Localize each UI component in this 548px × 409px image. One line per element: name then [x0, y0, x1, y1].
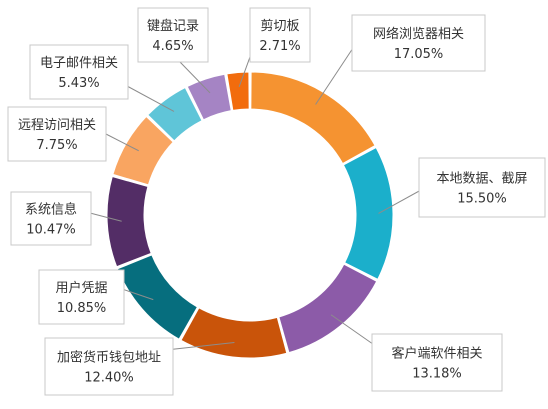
donut-slice-1: [250, 71, 376, 165]
percent-label-4: 12.40%: [84, 371, 134, 386]
percent-label-7: 7.75%: [36, 138, 77, 153]
data-label-box-5: [38, 269, 125, 325]
data-label-box-4: [44, 337, 174, 396]
percent-label-1: 17.05%: [394, 47, 444, 62]
category-label-3: 客户端软件相关: [391, 346, 482, 362]
leader-line-6: [89, 212, 122, 222]
category-label-1: 网络浏览器相关: [373, 26, 464, 42]
category-label-4: 加密货币钱包地址: [57, 350, 161, 366]
category-label-6: 系统信息: [25, 202, 77, 218]
data-label-box-8: [29, 44, 129, 100]
data-label-3: 客户端软件相关 13.18%: [371, 333, 503, 392]
slices-group: [106, 71, 394, 359]
percent-label-8: 5.43%: [58, 76, 99, 91]
data-label-7: 远程访问相关 7.75%: [7, 106, 107, 162]
labels-group: 网络浏览器相关 17.05% 本地数据、截屏 15.50% 客户端软件相关 13.18% 加…: [7, 7, 546, 396]
leader-line-8: [126, 85, 175, 112]
category-label-2: 本地数据、截屏: [436, 172, 527, 187]
category-label-9: 键盘记录: [147, 18, 199, 34]
percent-label-9: 4.65%: [152, 39, 193, 54]
leader-line-7: [103, 132, 139, 152]
donut-slice-10: [226, 71, 250, 111]
donut-slice-6: [106, 175, 152, 268]
percent-label-3: 13.18%: [412, 367, 462, 382]
percent-label-6: 10.47%: [26, 223, 76, 238]
category-label-10: 剪切板: [260, 18, 299, 34]
donut-slice-8: [147, 86, 203, 142]
data-label-2: 本地数据、截屏 15.50%: [418, 157, 546, 218]
data-label-5: 用户凭据 10.85%: [38, 269, 125, 325]
data-label-10: 剪切板 2.71%: [249, 7, 311, 63]
data-label-6: 系统信息 10.47%: [10, 191, 92, 246]
leader-line-1: [315, 44, 356, 105]
leader-line-9: [179, 61, 211, 94]
percent-label-10: 2.71%: [259, 39, 300, 54]
data-label-box-2: [418, 157, 546, 218]
data-label-box-1: [351, 14, 486, 72]
category-label-7: 远程访问相关: [18, 118, 96, 133]
data-label-box-10: [249, 7, 311, 63]
data-label-box-7: [7, 106, 107, 162]
data-label-1: 网络浏览器相关 17.05%: [351, 14, 486, 72]
donut-slice-2: [342, 146, 394, 281]
donut-slice-4: [180, 307, 288, 359]
donut-slice-3: [278, 263, 378, 354]
percent-label-5: 10.85%: [57, 301, 107, 316]
data-label-8: 电子邮件相关 5.43%: [29, 44, 129, 100]
data-label-9: 键盘记录 4.65%: [137, 7, 209, 63]
category-label-5: 用户凭据: [55, 280, 107, 296]
data-label-box-6: [10, 191, 92, 246]
donut-slice-5: [116, 254, 199, 340]
data-label-4: 加密货币钱包地址 12.40%: [44, 337, 174, 396]
leader-line-5: [121, 288, 154, 301]
donut-slice-7: [112, 115, 174, 186]
leader-line-4: [165, 342, 235, 351]
data-label-box-3: [371, 333, 503, 392]
leader-line-2: [378, 189, 422, 214]
data-label-box-9: [137, 7, 209, 63]
percent-label-2: 15.50%: [457, 192, 507, 207]
category-label-8: 电子邮件相关: [40, 56, 118, 71]
